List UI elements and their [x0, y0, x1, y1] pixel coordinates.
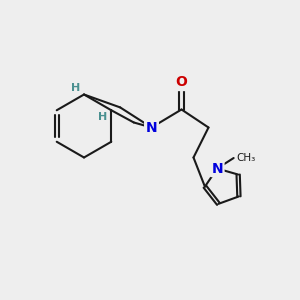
- Text: H: H: [98, 112, 107, 122]
- Text: H: H: [71, 83, 80, 93]
- Text: N: N: [146, 121, 157, 134]
- Text: O: O: [176, 76, 188, 89]
- Text: N: N: [211, 161, 223, 176]
- Text: CH₃: CH₃: [236, 153, 255, 163]
